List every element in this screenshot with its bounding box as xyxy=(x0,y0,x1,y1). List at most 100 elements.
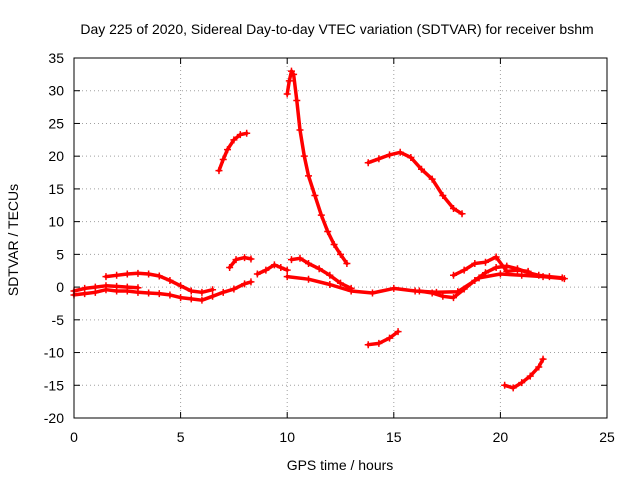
y-tick-label: 0 xyxy=(56,279,64,295)
axis-ticks: 0 5 10 15 20 25 -20 -15 -10 -5 0 5 10 15 20 25 30 35 xyxy=(44,50,615,445)
y-tick-label: -10 xyxy=(44,345,64,361)
data-point xyxy=(232,256,240,264)
data-point xyxy=(326,280,334,288)
data-point xyxy=(134,269,142,277)
data-point xyxy=(518,379,526,387)
x-tick-label: 10 xyxy=(279,429,295,445)
data-point xyxy=(215,167,223,175)
data-point xyxy=(315,265,323,273)
data-point xyxy=(287,256,295,264)
data-point xyxy=(368,289,376,297)
data-point xyxy=(524,267,532,275)
data-point xyxy=(230,136,238,144)
data-point xyxy=(481,269,489,277)
data-point xyxy=(509,384,517,392)
data-point xyxy=(290,70,298,78)
data-point xyxy=(535,363,543,371)
data-point xyxy=(283,266,291,274)
data-point xyxy=(311,191,319,199)
data-point xyxy=(166,291,174,299)
data-point xyxy=(337,279,344,287)
data-point xyxy=(471,260,479,268)
data-point xyxy=(496,270,504,278)
data-point xyxy=(449,271,457,279)
data-point xyxy=(198,296,206,304)
data-point xyxy=(492,253,500,261)
data-point xyxy=(513,266,521,274)
data-point xyxy=(91,283,99,291)
y-tick-label: 25 xyxy=(48,115,64,131)
data-point xyxy=(247,255,255,263)
data-point xyxy=(187,287,195,295)
data-point xyxy=(145,270,153,278)
y-tick-label: -20 xyxy=(44,410,64,426)
data-point xyxy=(390,284,398,292)
y-axis-label: SDTVAR / TECUs xyxy=(5,184,21,296)
data-point xyxy=(226,263,234,271)
data-point xyxy=(418,165,426,173)
data-point xyxy=(177,294,185,302)
y-tick-label: 5 xyxy=(56,246,64,262)
grid xyxy=(74,58,607,418)
data-point xyxy=(177,282,185,290)
data-point xyxy=(155,290,163,298)
data-point xyxy=(539,355,547,363)
data-point xyxy=(449,294,457,302)
data-point xyxy=(243,129,251,137)
data-point xyxy=(428,289,436,297)
data-point xyxy=(439,191,447,199)
data-point xyxy=(535,271,543,279)
data-point xyxy=(305,172,313,180)
data-point xyxy=(558,274,566,282)
data-point xyxy=(415,287,423,295)
data-point xyxy=(460,285,468,293)
y-tick-label: 10 xyxy=(48,214,64,230)
x-tick-label: 20 xyxy=(493,429,509,445)
data-point xyxy=(324,227,332,235)
data-point xyxy=(347,287,355,295)
data-point xyxy=(300,152,308,160)
data-point xyxy=(277,263,285,271)
data-point xyxy=(396,148,404,156)
data-point xyxy=(407,153,415,161)
series-arc-4 xyxy=(217,131,249,173)
data-point xyxy=(113,282,121,290)
data-point xyxy=(198,288,206,296)
data-point xyxy=(458,210,466,218)
data-point xyxy=(219,288,227,296)
data-point xyxy=(113,271,121,279)
data-point xyxy=(449,205,457,213)
data-point xyxy=(81,284,89,292)
plot-frame xyxy=(73,57,608,419)
series-arc-11 xyxy=(366,329,400,347)
data-point xyxy=(343,260,351,268)
data-point xyxy=(253,270,261,278)
data-point xyxy=(296,254,304,262)
x-tick-label: 5 xyxy=(177,429,185,445)
y-tick-label: -5 xyxy=(52,312,65,328)
y-tick-label: 15 xyxy=(48,181,64,197)
x-tick-label: 0 xyxy=(70,429,78,445)
data-point xyxy=(330,241,338,249)
series-arc-10 xyxy=(366,150,464,216)
data-point xyxy=(166,277,174,285)
data-point xyxy=(293,97,301,105)
data-point xyxy=(545,273,553,281)
data-point xyxy=(375,339,383,347)
data-point xyxy=(283,90,291,98)
data-point xyxy=(219,155,227,163)
data-series xyxy=(70,67,568,392)
x-tick-label: 15 xyxy=(386,429,402,445)
data-point xyxy=(375,155,383,163)
data-point xyxy=(102,282,110,290)
data-point xyxy=(241,254,249,262)
y-tick-label: -15 xyxy=(44,377,64,393)
data-point xyxy=(305,260,313,268)
data-point xyxy=(187,295,195,303)
y-tick-label: 35 xyxy=(48,50,64,66)
data-point xyxy=(526,372,534,380)
data-point xyxy=(134,284,142,292)
data-point xyxy=(209,292,217,300)
data-point xyxy=(460,266,468,274)
